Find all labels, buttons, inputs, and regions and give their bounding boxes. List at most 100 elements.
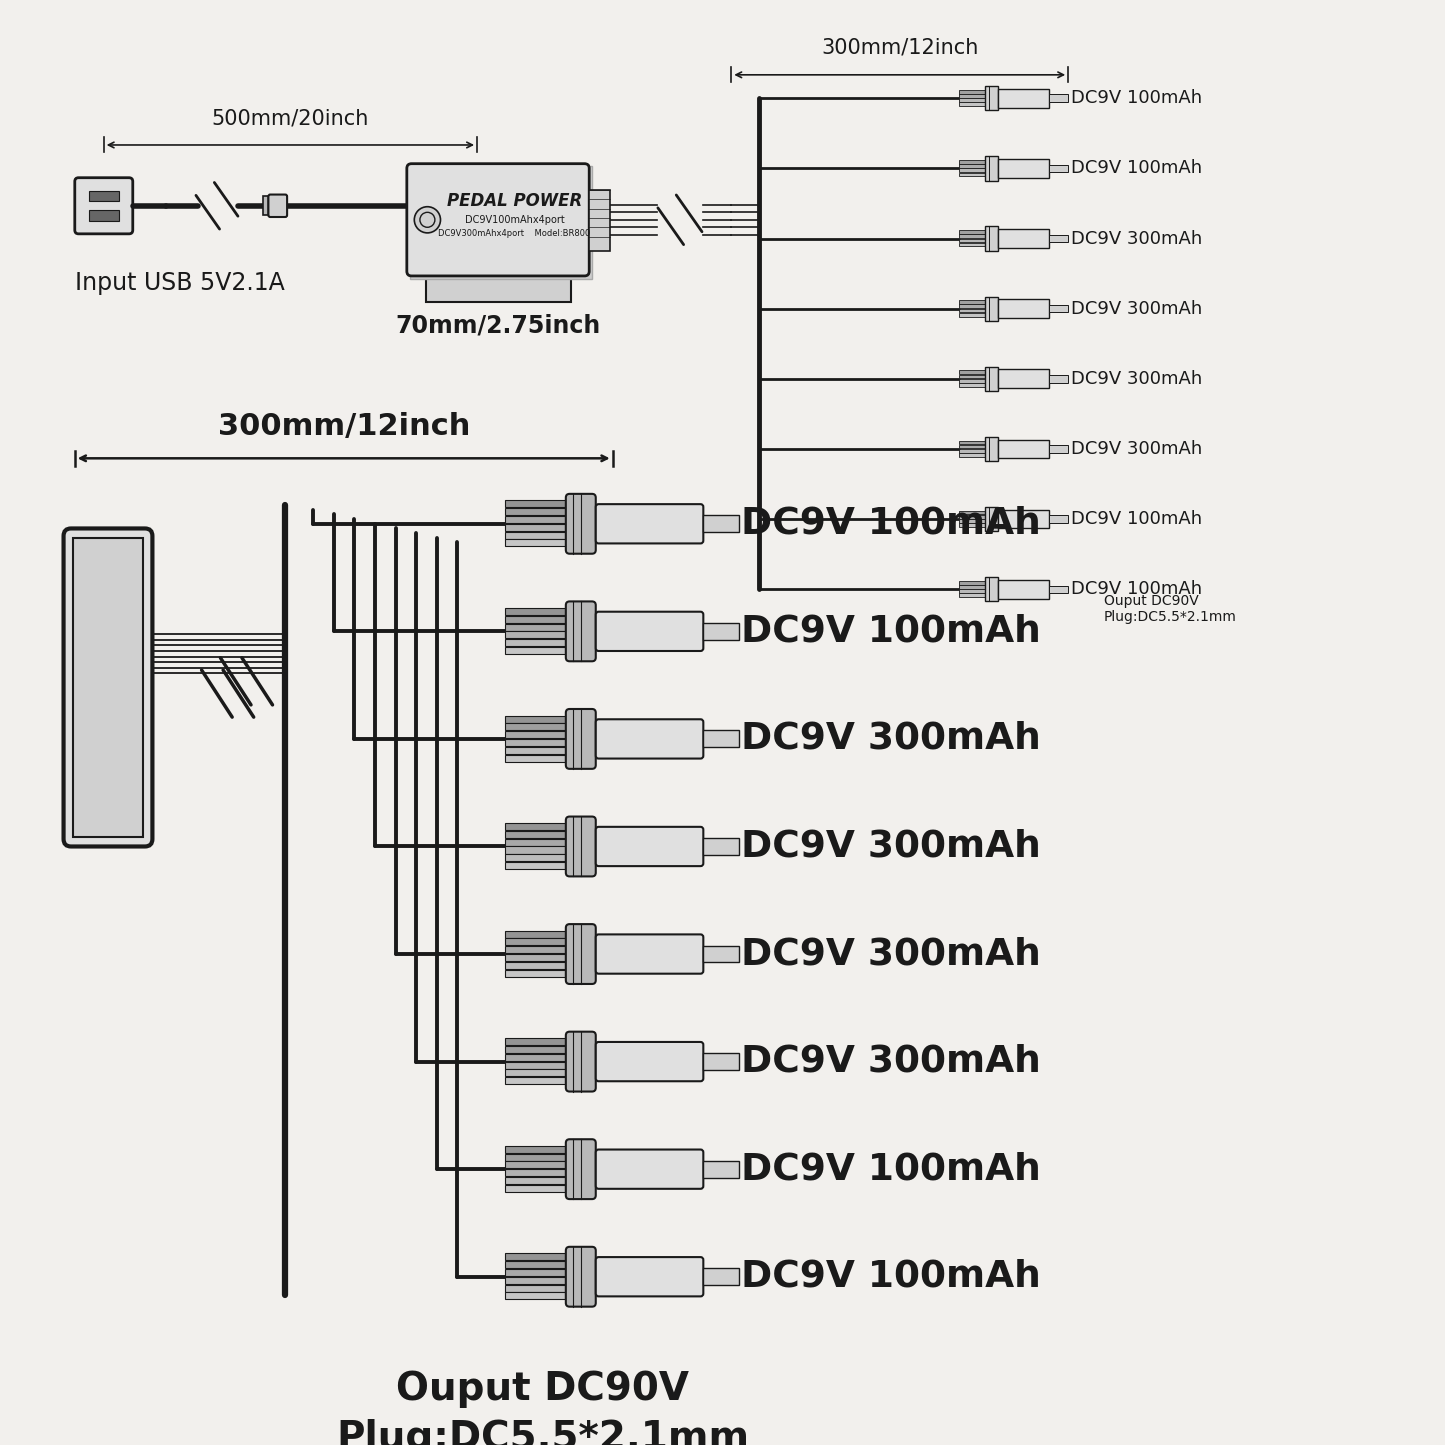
Bar: [506, 1062, 566, 1069]
Bar: [958, 383, 985, 387]
Text: DC9V 100mAh: DC9V 100mAh: [741, 1259, 1040, 1295]
FancyBboxPatch shape: [595, 1257, 704, 1296]
Bar: [506, 715, 566, 722]
Bar: [506, 1053, 566, 1061]
Bar: [506, 1162, 566, 1169]
Bar: [998, 299, 1049, 318]
Bar: [506, 624, 566, 630]
Text: 500mm/20inch: 500mm/20inch: [211, 108, 368, 129]
FancyBboxPatch shape: [566, 601, 595, 662]
Bar: [704, 731, 738, 747]
Bar: [506, 824, 566, 829]
Bar: [88, 191, 118, 201]
Bar: [506, 946, 566, 954]
Text: DC9V 300mAh: DC9V 300mAh: [1071, 439, 1202, 458]
Bar: [88, 211, 118, 221]
Bar: [704, 623, 738, 640]
Bar: [506, 954, 566, 961]
Bar: [958, 160, 985, 163]
Bar: [958, 374, 985, 379]
Bar: [985, 227, 998, 250]
FancyBboxPatch shape: [407, 163, 590, 276]
Bar: [506, 539, 566, 546]
Bar: [998, 88, 1049, 107]
Bar: [704, 1160, 738, 1178]
FancyBboxPatch shape: [595, 935, 704, 974]
Text: DC9V 300mAh: DC9V 300mAh: [1071, 299, 1202, 318]
Bar: [506, 1185, 566, 1192]
Bar: [998, 230, 1049, 249]
Bar: [506, 738, 566, 746]
FancyBboxPatch shape: [566, 816, 595, 877]
Bar: [704, 945, 738, 962]
Bar: [958, 449, 985, 452]
Text: DC9V 100mAh: DC9V 100mAh: [741, 613, 1040, 649]
Bar: [958, 314, 985, 316]
Bar: [506, 970, 566, 977]
Bar: [425, 276, 571, 302]
Bar: [506, 931, 566, 938]
Bar: [1049, 94, 1068, 103]
Bar: [506, 747, 566, 754]
Bar: [958, 169, 985, 172]
FancyBboxPatch shape: [595, 1150, 704, 1189]
Bar: [958, 581, 985, 585]
Text: DC9V 300mAh: DC9V 300mAh: [741, 721, 1040, 757]
Bar: [1049, 234, 1068, 243]
Bar: [1049, 376, 1068, 383]
Bar: [506, 1069, 566, 1077]
Bar: [985, 436, 998, 461]
Bar: [958, 165, 985, 168]
Bar: [958, 234, 985, 238]
Bar: [998, 510, 1049, 529]
Bar: [263, 197, 269, 215]
FancyBboxPatch shape: [595, 504, 704, 543]
Bar: [958, 305, 985, 308]
Text: Plug:DC5.5*2.1mm: Plug:DC5.5*2.1mm: [335, 1419, 749, 1445]
Bar: [958, 301, 985, 303]
Bar: [958, 590, 985, 592]
Bar: [506, 731, 566, 738]
Text: Ouput DC90V
Plug:DC5.5*2.1mm: Ouput DC90V Plug:DC5.5*2.1mm: [1104, 594, 1237, 624]
Bar: [1049, 445, 1068, 452]
FancyBboxPatch shape: [75, 178, 133, 234]
Bar: [506, 532, 566, 539]
Circle shape: [415, 207, 441, 233]
Bar: [985, 577, 998, 601]
FancyBboxPatch shape: [595, 611, 704, 652]
Bar: [590, 189, 610, 250]
Bar: [985, 156, 998, 181]
Bar: [998, 370, 1049, 389]
Text: DC9V 100mAh: DC9V 100mAh: [1071, 510, 1202, 527]
Bar: [506, 1169, 566, 1176]
Bar: [958, 441, 985, 444]
Text: DC9V 100mAh: DC9V 100mAh: [741, 1152, 1040, 1188]
Bar: [958, 585, 985, 588]
Bar: [985, 296, 998, 321]
Bar: [506, 616, 566, 623]
Bar: [958, 519, 985, 523]
Bar: [409, 166, 592, 279]
FancyBboxPatch shape: [269, 195, 288, 217]
Bar: [998, 579, 1049, 598]
Bar: [506, 847, 566, 854]
Bar: [1049, 165, 1068, 172]
Text: DC9V 100mAh: DC9V 100mAh: [1071, 581, 1202, 598]
FancyBboxPatch shape: [595, 720, 704, 759]
Bar: [998, 439, 1049, 458]
Bar: [958, 370, 985, 374]
Bar: [506, 754, 566, 762]
FancyBboxPatch shape: [566, 1247, 595, 1306]
Bar: [506, 724, 566, 730]
Text: DC9V 300mAh: DC9V 300mAh: [1071, 370, 1202, 387]
Bar: [506, 500, 566, 507]
Bar: [506, 962, 566, 970]
Bar: [958, 510, 985, 514]
Bar: [1049, 585, 1068, 592]
Bar: [958, 454, 985, 457]
Bar: [958, 243, 985, 247]
Bar: [506, 831, 566, 838]
Bar: [1049, 305, 1068, 312]
Text: Input USB 5V2.1A: Input USB 5V2.1A: [75, 272, 285, 295]
Text: DC9V300mAhx4port    Model:BR800: DC9V300mAhx4port Model:BR800: [438, 230, 591, 238]
